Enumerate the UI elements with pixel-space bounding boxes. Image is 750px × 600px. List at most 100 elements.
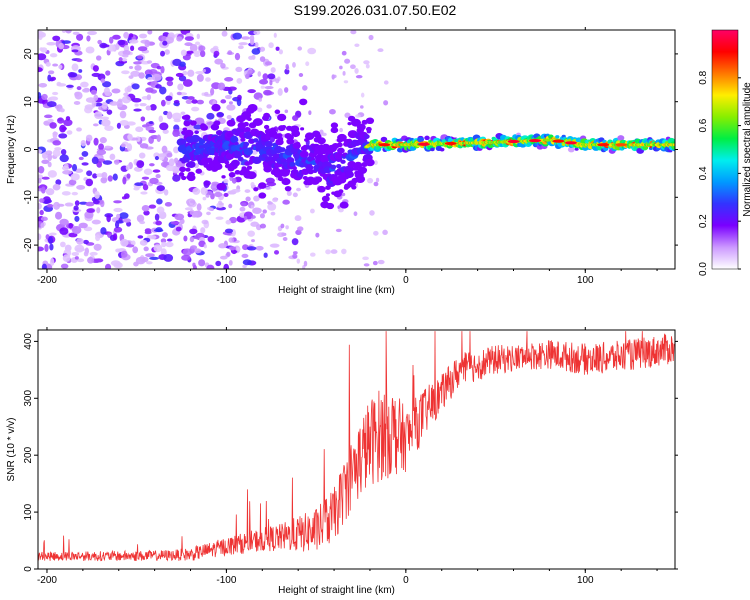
ridge-blob	[355, 120, 361, 125]
noise-blob	[109, 101, 119, 106]
ridge-blob	[299, 150, 309, 158]
ridge-blob	[281, 177, 291, 186]
noise-blob	[74, 244, 85, 253]
noise-blob	[181, 254, 191, 261]
noise-blob	[53, 201, 61, 210]
noise-blob	[190, 245, 198, 250]
snr-plot-frame	[37, 329, 676, 570]
noise-blob	[52, 35, 61, 42]
noise-blob	[205, 77, 211, 82]
noise-blob	[145, 87, 154, 93]
noise-blob	[139, 103, 147, 107]
ridge-blob	[326, 202, 335, 210]
ridge-blob	[317, 137, 326, 145]
ridge-blob	[243, 121, 249, 127]
noise-blob	[267, 202, 277, 211]
ridge-blob	[221, 175, 226, 179]
noise-blob	[217, 82, 226, 91]
ridge-blob	[330, 127, 339, 134]
noise-blob	[174, 213, 185, 221]
noise-blob	[39, 47, 44, 52]
noise-blob	[248, 69, 256, 74]
ridge-blob	[291, 129, 301, 138]
noise-blob	[52, 63, 59, 67]
noise-blob	[48, 236, 54, 244]
noise-blob	[154, 155, 159, 161]
noise-blob	[105, 70, 111, 76]
noise-blob	[173, 146, 180, 154]
noise-blob	[195, 41, 201, 46]
noise-blob	[267, 73, 276, 80]
ridge-blob	[198, 139, 206, 145]
noise-blob	[168, 158, 175, 167]
noise-blob	[149, 163, 155, 167]
noise-blob	[38, 203, 42, 210]
noise-blob	[122, 50, 131, 56]
ridge-blob	[304, 132, 315, 141]
noise-blob	[104, 91, 112, 97]
noise-blob	[166, 152, 173, 158]
noise-blob	[115, 248, 121, 253]
noise-blob	[158, 115, 164, 123]
noise-blob	[85, 46, 95, 54]
snr-xlabel: Height of straight line (km)	[278, 585, 395, 596]
ridge-blob	[286, 138, 295, 145]
ridge-blob	[285, 169, 291, 173]
noise-blob	[166, 111, 173, 120]
noise-blob	[184, 36, 194, 41]
noise-blob	[142, 184, 149, 191]
noise-blob	[113, 226, 123, 233]
noise-blob	[128, 33, 134, 38]
noise-blob	[196, 73, 204, 82]
noise-blob	[144, 39, 150, 48]
ridge-blob	[292, 166, 297, 171]
noise-blob	[78, 222, 88, 229]
ridge-blob	[336, 142, 343, 148]
noise-blob	[259, 213, 265, 219]
spectrogram-xtick-label: -100	[216, 275, 236, 286]
noise-blob	[47, 153, 53, 162]
noise-blob	[182, 79, 193, 87]
noise-blob	[259, 56, 266, 63]
noise-blob	[127, 133, 133, 141]
noise-blob	[234, 52, 241, 61]
noise-blob	[96, 149, 107, 156]
noise-blob	[163, 189, 169, 196]
noise-blob	[205, 193, 210, 198]
noise-blob	[285, 63, 289, 70]
noise-blob	[73, 101, 81, 105]
ridge-blob	[240, 137, 246, 142]
ridge-hotspot	[597, 143, 610, 147]
noise-blob	[223, 179, 229, 184]
noise-blob	[343, 80, 349, 84]
noise-blob	[294, 215, 302, 222]
noise-blob	[344, 58, 351, 64]
noise-blob	[180, 49, 187, 57]
noise-blob	[292, 192, 298, 198]
noise-blob	[251, 239, 255, 243]
ridge-blob	[186, 174, 196, 182]
snr-series-group	[38, 331, 675, 562]
ridge-blob	[501, 148, 506, 152]
noise-blob	[228, 101, 233, 105]
noise-blob	[100, 116, 110, 120]
ridge-blob	[375, 146, 380, 150]
noise-blob	[383, 100, 389, 106]
noise-blob	[335, 228, 342, 233]
spectrogram-xtick-label: -200	[37, 275, 57, 286]
noise-blob	[341, 50, 347, 56]
noise-blob	[161, 145, 168, 153]
colorbar-gradient	[711, 29, 739, 270]
noise-blob	[143, 168, 153, 175]
noise-blob	[263, 89, 272, 96]
snr-ylabel: SNR (10 * v/v)	[6, 418, 17, 482]
noise-blob	[353, 211, 358, 217]
noise-blob	[235, 66, 243, 73]
ridge-blob	[234, 141, 239, 146]
noise-blob	[375, 177, 380, 183]
noise-blob	[286, 190, 292, 197]
noise-blob	[284, 109, 289, 114]
ridge-blob	[198, 145, 204, 149]
ridge-blob	[289, 161, 296, 167]
noise-blob	[365, 63, 370, 69]
